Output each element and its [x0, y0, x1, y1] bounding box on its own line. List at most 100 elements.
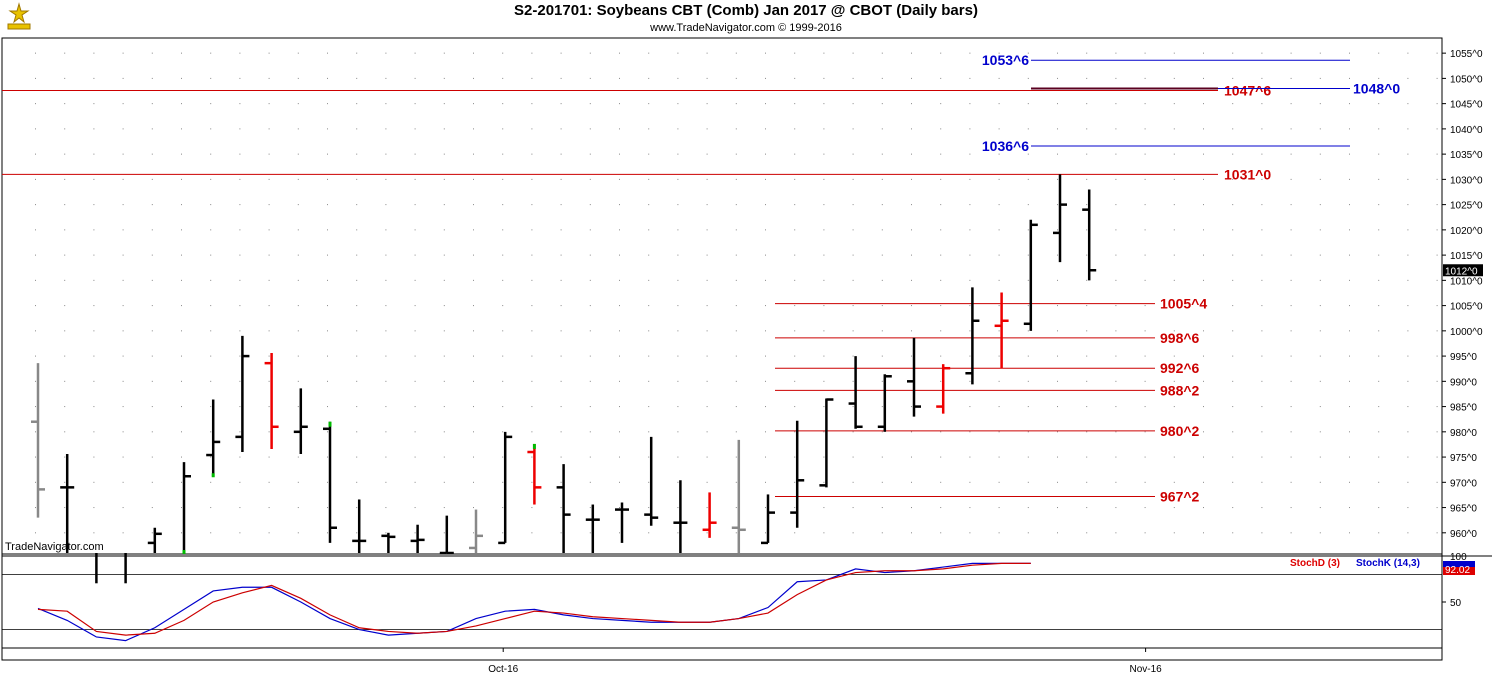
- grid-dot: [648, 204, 650, 206]
- grid-dot: [765, 77, 766, 79]
- grid-dot: [619, 481, 620, 483]
- grid-dot: [1378, 254, 1380, 256]
- grid-dot: [1144, 279, 1146, 281]
- grid-dot: [1027, 355, 1029, 357]
- grid-dot: [1349, 532, 1350, 534]
- grid-dot: [794, 204, 796, 206]
- grid-dot: [1407, 481, 1409, 483]
- grid-dot: [881, 229, 883, 231]
- grid-dot: [648, 178, 650, 180]
- grid-dot: [327, 380, 328, 382]
- grid-dot: [648, 431, 650, 433]
- grid-dot: [1144, 305, 1146, 307]
- grid-dot: [1173, 305, 1175, 307]
- grid-dot: [619, 254, 620, 256]
- grid-dot: [1290, 330, 1292, 332]
- grid-dot: [823, 456, 825, 458]
- grid-dot: [1349, 178, 1350, 180]
- grid-dot: [414, 431, 416, 433]
- grid-dot: [589, 178, 591, 180]
- price-axis-label: 960^0: [1450, 529, 1477, 540]
- grid-dot: [327, 77, 328, 79]
- grid-dot: [122, 431, 124, 433]
- grid-dot: [1173, 380, 1175, 382]
- grid-dot: [356, 128, 358, 130]
- price-axis-label: 1015^0: [1450, 251, 1483, 262]
- grid-dot: [677, 507, 679, 509]
- grid-dot: [1173, 178, 1175, 180]
- grid-dot: [677, 204, 679, 206]
- grid-dot: [1115, 254, 1117, 256]
- grid-dot: [414, 103, 416, 105]
- chart-frame: [1, 37, 1492, 661]
- grid-dot: [443, 229, 445, 231]
- grid-dot: [881, 355, 883, 357]
- grid-dot: [1144, 406, 1146, 408]
- grid-dot: [911, 406, 912, 408]
- grid-dot: [35, 380, 36, 382]
- grid-dot: [151, 279, 153, 281]
- grid-dot: [356, 305, 358, 307]
- grid-dot: [1057, 481, 1058, 483]
- grid-dot: [1261, 77, 1263, 79]
- grid-dot: [852, 481, 854, 483]
- grid-dot: [940, 178, 942, 180]
- grid-dot: [765, 355, 766, 357]
- grid-dot: [1203, 178, 1204, 180]
- grid-dot: [268, 481, 270, 483]
- grid-dot: [677, 431, 679, 433]
- grid-dot: [64, 355, 66, 357]
- grid-dot: [268, 52, 270, 54]
- grid-dot: [1232, 406, 1234, 408]
- grid-dot: [619, 380, 620, 382]
- grid-dot: [181, 330, 182, 332]
- grid-dot: [823, 128, 825, 130]
- grid-dot: [210, 481, 212, 483]
- grid-dot: [151, 153, 153, 155]
- grid-dot: [589, 330, 591, 332]
- grid-dot: [1203, 279, 1204, 281]
- grid-dot: [1144, 77, 1146, 79]
- grid-dot: [239, 481, 241, 483]
- grid-dot: [64, 330, 66, 332]
- grid-dot: [1115, 204, 1117, 206]
- grid-dot: [473, 279, 474, 281]
- grid-dot: [385, 532, 387, 534]
- grid-dot: [765, 103, 766, 105]
- grid-dot: [911, 355, 912, 357]
- grid-dot: [473, 204, 474, 206]
- grid-dot: [881, 128, 883, 130]
- grid-dot: [93, 103, 95, 105]
- chart-title: S2-201701: Soybeans CBT (Comb) Jan 2017 …: [514, 2, 978, 19]
- price-axis-label: 1035^0: [1450, 150, 1483, 161]
- grid-dot: [181, 178, 182, 180]
- grid-dot: [181, 52, 182, 54]
- grid-dot: [356, 254, 358, 256]
- grid-dot: [1027, 507, 1029, 509]
- grid-dot: [239, 52, 241, 54]
- grid-dot: [327, 305, 328, 307]
- grid-dot: [1378, 330, 1380, 332]
- grid-dot: [64, 77, 66, 79]
- price-axis-label: 995^0: [1450, 352, 1477, 363]
- grid-dot: [1378, 431, 1380, 433]
- grid-dot: [1115, 456, 1117, 458]
- grid-dot: [619, 279, 620, 281]
- grid-dot: [765, 330, 766, 332]
- grid-dot: [1261, 330, 1263, 332]
- grid-dot: [1115, 305, 1117, 307]
- grid-dot: [940, 330, 942, 332]
- grid-dot: [1290, 254, 1292, 256]
- grid-dot: [297, 153, 299, 155]
- grid-dot: [1057, 279, 1058, 281]
- grid-dot: [881, 204, 883, 206]
- grid-dot: [1319, 178, 1321, 180]
- grid-dot: [1086, 355, 1088, 357]
- grid-dot: [1115, 507, 1117, 509]
- grid-dot: [122, 507, 124, 509]
- grid-dot: [1232, 355, 1234, 357]
- grid-dot: [1115, 279, 1117, 281]
- grid-dot: [1173, 507, 1175, 509]
- grid-dot: [35, 507, 36, 509]
- grid-dot: [735, 204, 737, 206]
